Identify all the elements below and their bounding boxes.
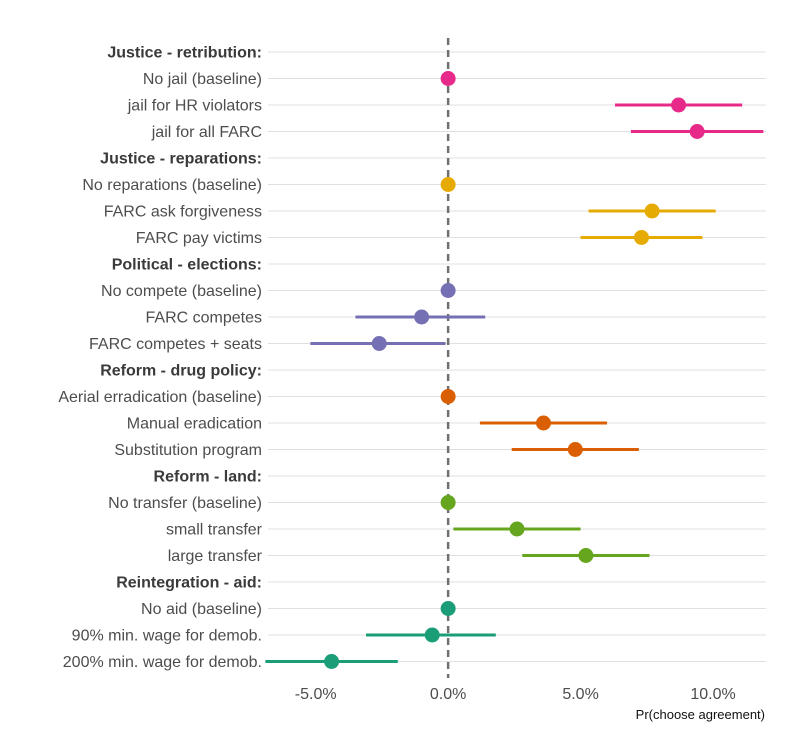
attribute-label: large transfer <box>168 548 263 565</box>
point-estimate <box>440 495 456 510</box>
point-estimate <box>440 601 456 616</box>
group-header-label: Reintegration - aid: <box>116 575 262 592</box>
point-estimate <box>535 415 551 431</box>
x-tick-label: 5.0% <box>562 686 598 703</box>
attribute-label: No compete (baseline) <box>101 283 262 300</box>
attribute-label: jail for HR violators <box>127 98 262 115</box>
error-bars <box>265 103 764 663</box>
point-estimate <box>440 177 456 192</box>
attribute-label: 200% min. wage for demob. <box>63 654 262 671</box>
point-estimate <box>440 71 456 86</box>
group-header-label: Justice - reparations: <box>100 151 262 168</box>
attribute-label: jail for all FARC <box>151 124 262 141</box>
attribute-label: FARC pay victims <box>136 230 262 247</box>
group-header-label: Reform - drug policy: <box>100 363 262 380</box>
attribute-label: Manual eradication <box>127 416 262 433</box>
point-estimate <box>634 230 649 245</box>
point-estimate <box>414 309 430 325</box>
point-estimates <box>324 71 705 669</box>
grid-lines <box>268 51 766 662</box>
group-header-label: Justice - retribution: <box>107 45 262 62</box>
point-estimate <box>644 203 660 219</box>
attribute-label: FARC competes <box>146 310 262 327</box>
point-estimate <box>689 124 705 139</box>
group-header-label: Political - elections: <box>112 257 262 274</box>
x-tick-label: -5.0% <box>295 686 337 703</box>
point-estimate <box>424 627 440 643</box>
attribute-label: No jail (baseline) <box>143 71 262 88</box>
attribute-label: small transfer <box>166 522 263 539</box>
point-estimate <box>509 521 525 537</box>
point-estimate <box>324 654 340 669</box>
attribute-label: No reparations (baseline) <box>82 177 262 194</box>
attribute-label: No aid (baseline) <box>141 601 262 618</box>
point-estimate <box>440 283 456 298</box>
group-header-label: Reform - land: <box>154 469 262 486</box>
point-estimate <box>371 336 387 351</box>
row-labels: Justice - retribution: No jail (baseline)… <box>58 45 262 672</box>
attribute-label: 90% min. wage for demob. <box>72 628 262 645</box>
x-axis-title: Pr(choose agreement) <box>636 707 765 722</box>
point-estimate <box>440 389 456 404</box>
attribute-label: Substitution program <box>114 442 262 459</box>
x-tick-label: 0.0% <box>430 686 466 703</box>
point-estimate <box>671 97 687 113</box>
x-axis-ticks: -5.0% 0.0% 5.0% 10.0% <box>295 686 736 703</box>
attribute-label: Aerial erradication (baseline) <box>58 389 262 406</box>
attribute-label: No transfer (baseline) <box>108 495 262 512</box>
attribute-label: FARC competes + seats <box>89 336 262 353</box>
point-estimate <box>567 442 583 457</box>
x-tick-label: 10.0% <box>690 686 735 703</box>
point-estimate <box>578 548 594 563</box>
attribute-label: FARC ask forgiveness <box>104 204 262 221</box>
